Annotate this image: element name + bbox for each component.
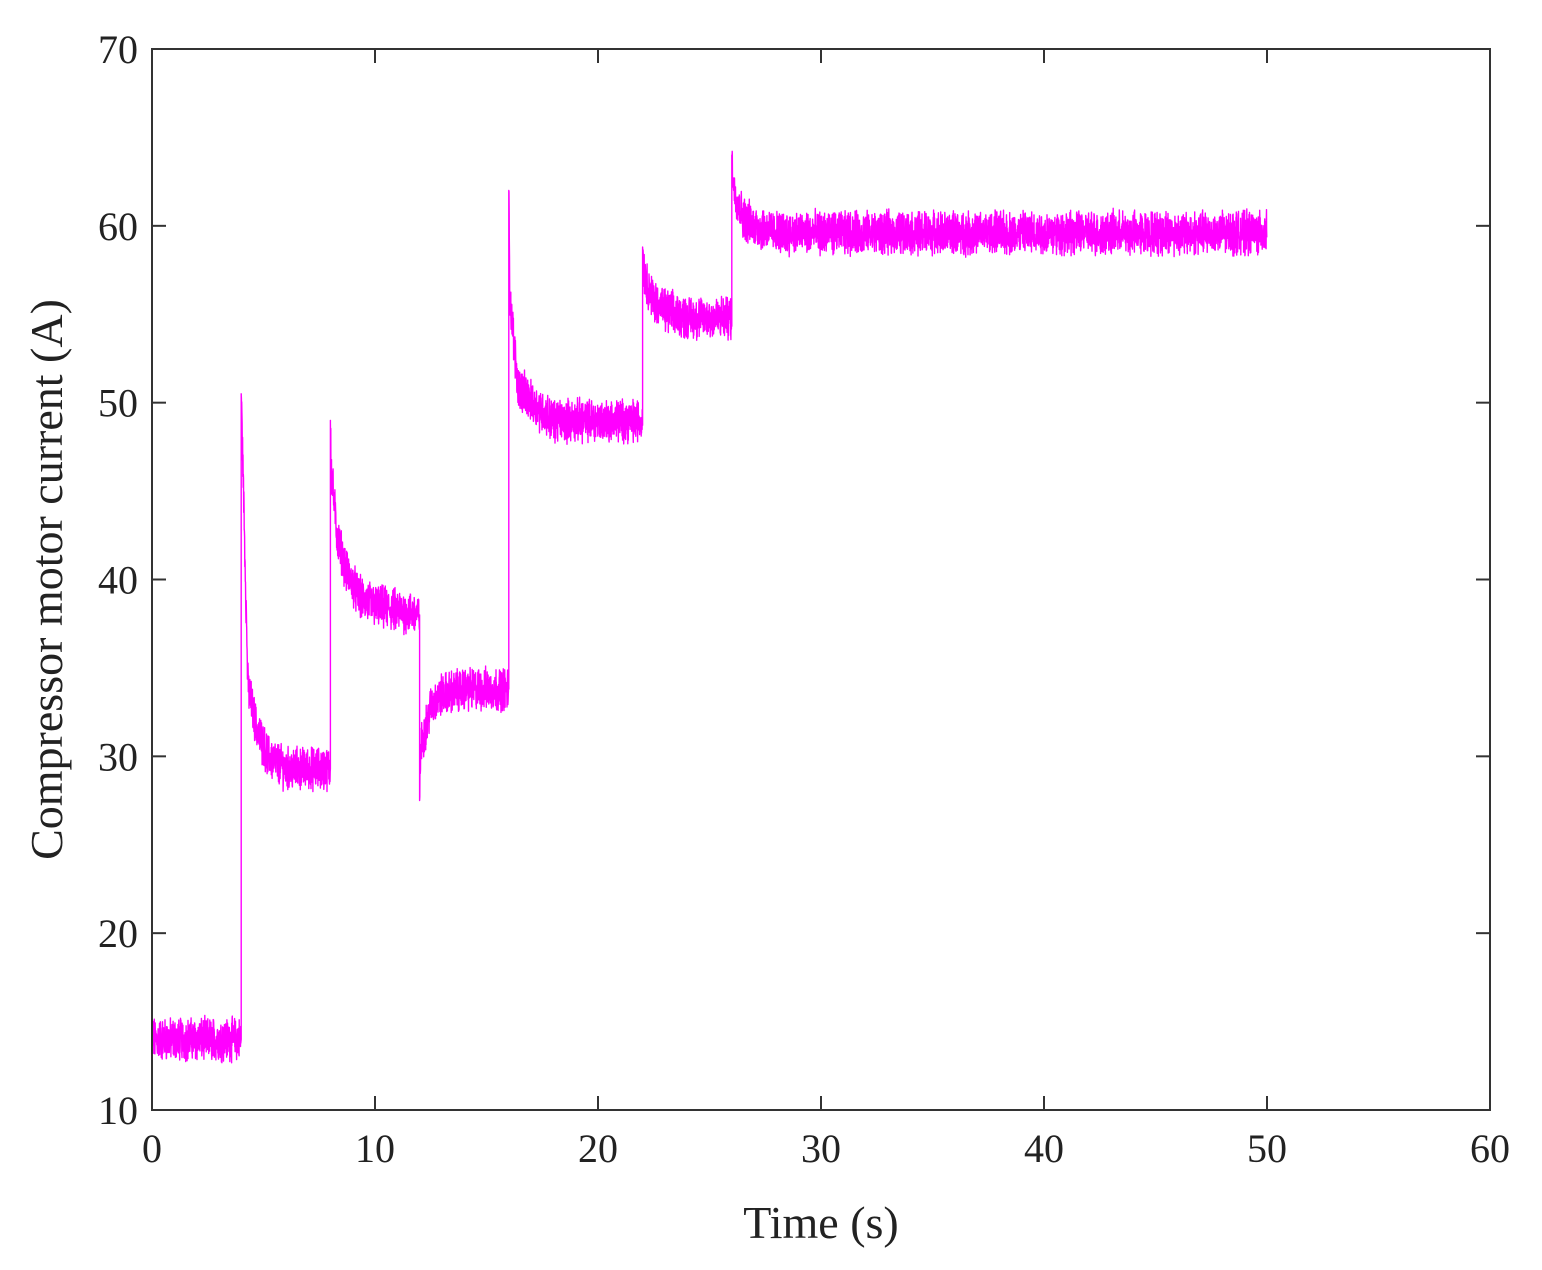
x-tick-label: 30 <box>801 1126 841 1171</box>
x-tick-label: 0 <box>142 1126 162 1171</box>
y-tick-label: 70 <box>98 27 138 72</box>
series-line-1 <box>151 150 1268 1064</box>
x-axis-label: Time (s) <box>743 1197 899 1248</box>
y-tick-label: 60 <box>98 204 138 249</box>
y-tick-label: 30 <box>98 734 138 779</box>
plot-frame <box>151 48 1491 1111</box>
y-tick-label: 50 <box>98 381 138 426</box>
x-tick-label: 40 <box>1024 1126 1064 1171</box>
x-tick-label: 20 <box>578 1126 618 1171</box>
x-tick-label: 10 <box>355 1126 395 1171</box>
y-tick-label: 10 <box>98 1088 138 1133</box>
y-axis-label: Compressor motor current (A) <box>21 299 72 860</box>
y-tick-label: 40 <box>98 558 138 603</box>
x-tick-label: 60 <box>1470 1126 1510 1171</box>
y-tick-label: 20 <box>98 911 138 956</box>
x-tick-label: 50 <box>1247 1126 1287 1171</box>
data-series <box>151 150 1268 1064</box>
